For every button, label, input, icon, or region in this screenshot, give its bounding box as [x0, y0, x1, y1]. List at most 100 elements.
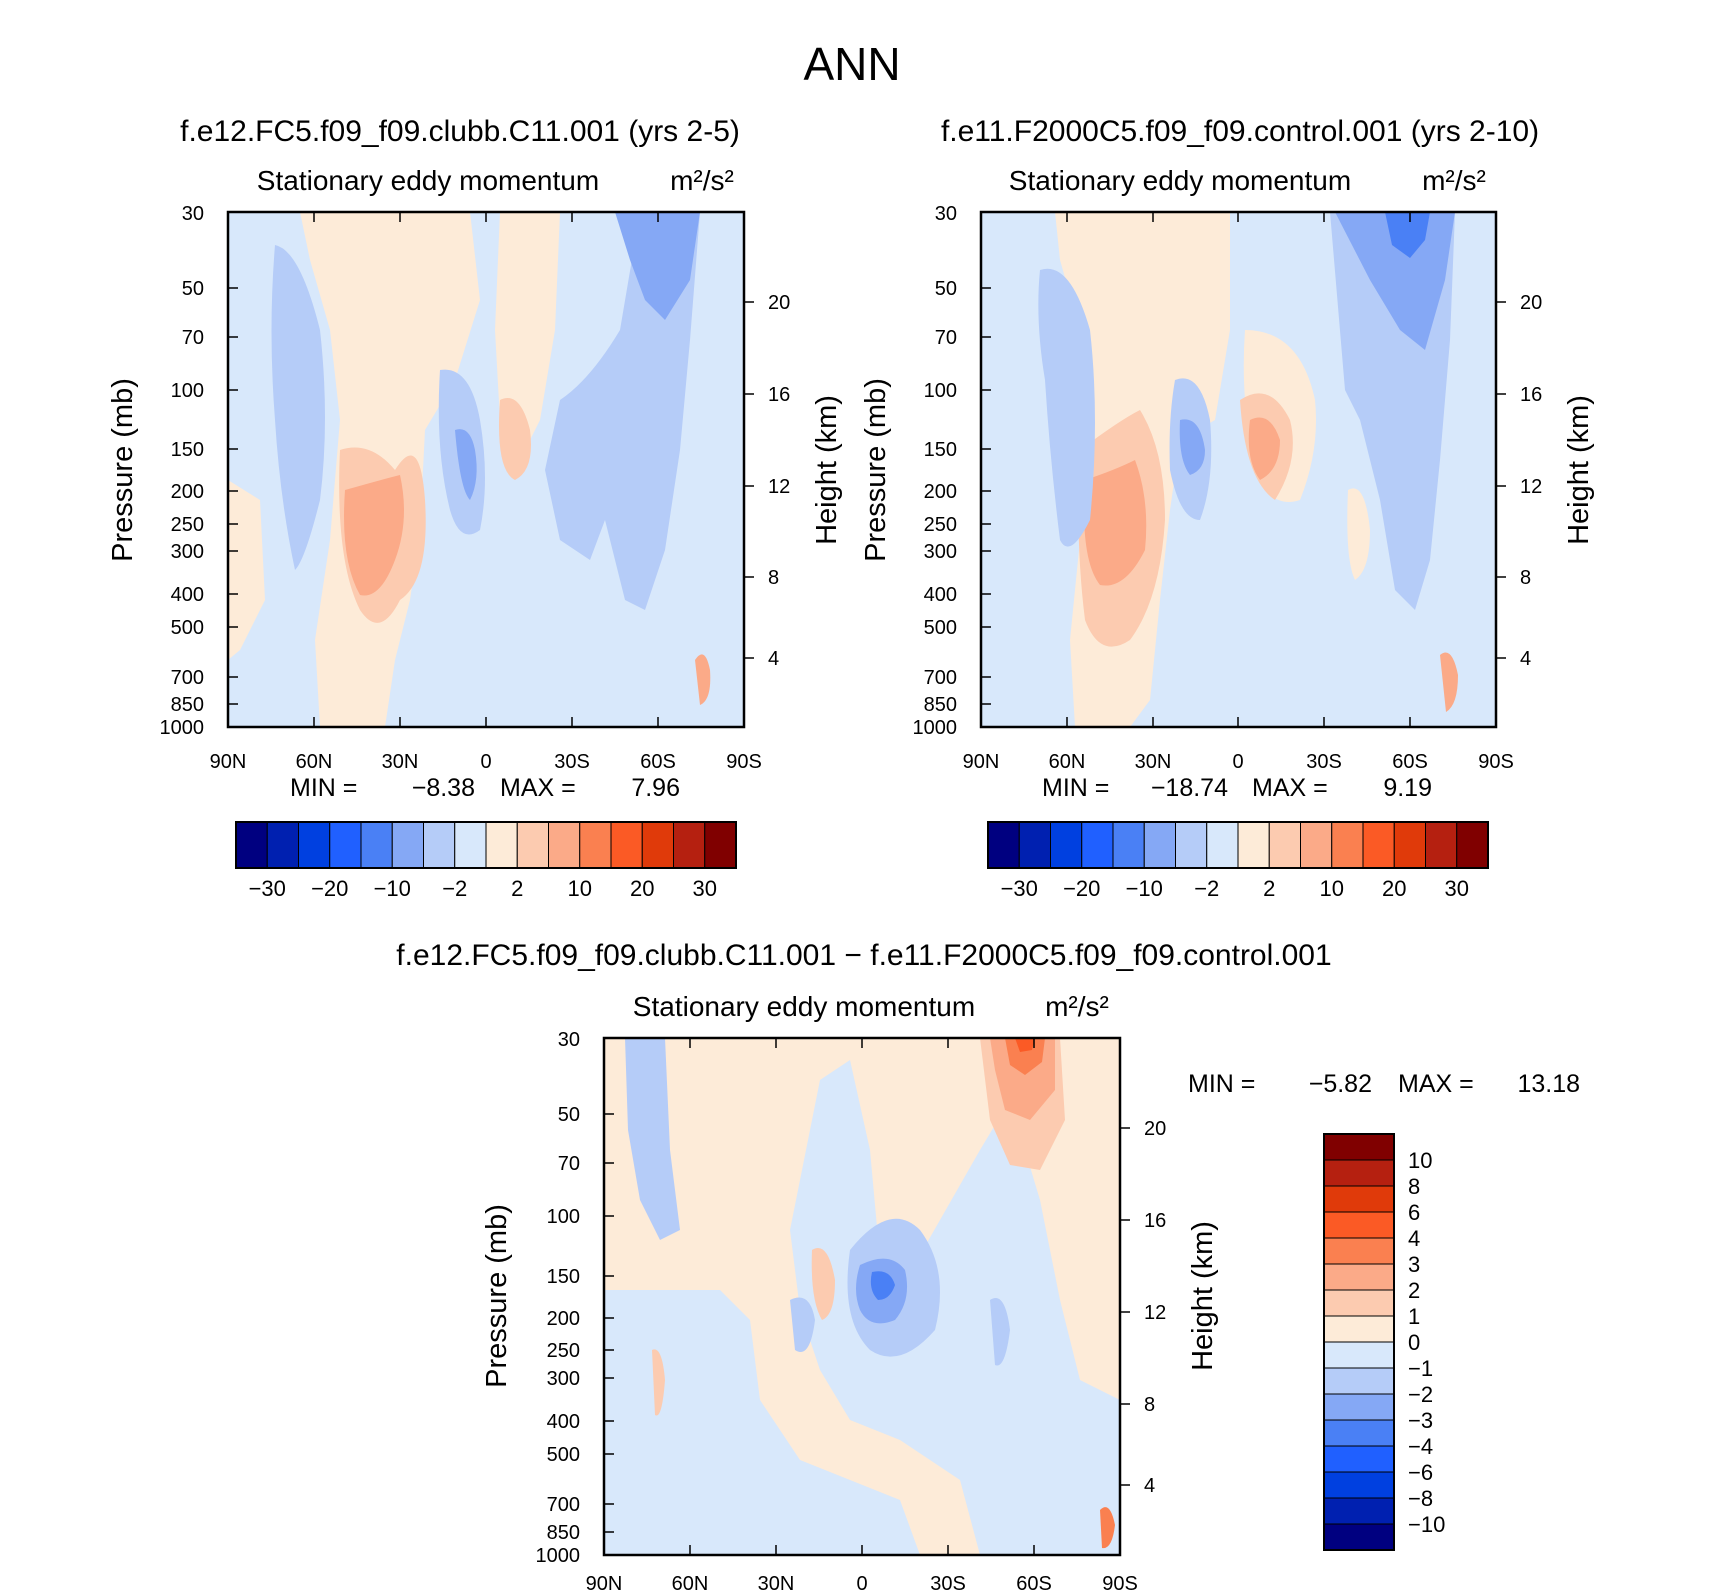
- panel-1-negative-north: [271, 245, 325, 570]
- panel-3: f.e12.FC5.f09_f09.clubb.C11.001 − f.e11.…: [396, 939, 1580, 1591]
- panel-2-max-label: MAX =: [1252, 774, 1328, 802]
- p3-ytick-250: 250: [547, 1340, 580, 1362]
- panel-3-positive-nh: [811, 1248, 835, 1320]
- panel-1-y2-tick-labels: 20 16 12 8 4: [768, 292, 790, 670]
- panel-3-units: m²/s²: [1045, 991, 1109, 1022]
- colorbar-frame: [987, 821, 1489, 869]
- panel-3-min-value: −5.82: [1309, 1070, 1372, 1098]
- colorbar-swatch: [235, 821, 268, 869]
- panel-3-negative-core-inner: [870, 1271, 895, 1300]
- colorbar-swatch: [1323, 1367, 1395, 1395]
- panel-3-negative-tropics: [790, 1060, 1120, 1555]
- p1-ytick-700: 700: [171, 667, 204, 689]
- colorbar-swatch: [1323, 1289, 1395, 1317]
- p3-y2tick-4: 4: [1144, 1475, 1155, 1497]
- colorbar-label: 6: [1408, 1200, 1420, 1225]
- colorbar-swatch: [987, 821, 1020, 869]
- colorbar-swatch: [548, 821, 581, 869]
- colorbar-label: −20: [311, 876, 348, 901]
- p3-ytick-700: 700: [547, 1494, 580, 1516]
- colorbar-label: −4: [1408, 1434, 1433, 1459]
- panel-2-y2-tick-labels: 20 16 12 8 4: [1520, 292, 1542, 670]
- p2-ytick-100: 100: [924, 380, 957, 402]
- colorbar-label: 10: [568, 876, 592, 901]
- colorbar-label: 30: [1445, 876, 1469, 901]
- panel-2-negative-north: [1038, 268, 1095, 547]
- colorbar-swatch: [391, 821, 424, 869]
- p1-xtick-0: 0: [480, 751, 491, 773]
- colorbar-swatch: [1175, 821, 1208, 869]
- colorbar-swatch: [1323, 1471, 1395, 1499]
- colorbar-label: 2: [511, 876, 523, 901]
- p2-ytick-850: 850: [924, 694, 957, 716]
- colorbar-label: −1: [1408, 1356, 1433, 1381]
- panel-1-negative-upper-max: [615, 212, 700, 320]
- colorbar-swatch: [579, 821, 612, 869]
- p1-ytick-100: 100: [171, 380, 204, 402]
- panel-2-negative-core: [1179, 419, 1205, 475]
- panel-3-ticks: [603, 1038, 1130, 1555]
- colorbar-frame: [235, 821, 737, 869]
- colorbar-swatch: [1323, 1393, 1395, 1421]
- p3-y2tick-20: 20: [1144, 1118, 1166, 1140]
- p1-ytick-50: 50: [182, 278, 204, 300]
- panel-2-min-value: −18.74: [1151, 774, 1228, 802]
- p1-ytick-200: 200: [171, 481, 204, 503]
- panel-2-min-label: MIN =: [1042, 774, 1109, 802]
- p2-xtick-90n: 90N: [963, 751, 1000, 773]
- p1-ytick-250: 250: [171, 514, 204, 536]
- colorbar-label: 3: [1408, 1252, 1420, 1277]
- p1-y2tick-8: 8: [768, 567, 779, 589]
- colorbar-label: 20: [1382, 876, 1406, 901]
- p2-xtick-60s: 60S: [1392, 751, 1428, 773]
- panel-3-plot-title: Stationary eddy momentum: [633, 991, 975, 1022]
- p2-ytick-150: 150: [924, 439, 957, 461]
- colorbar-label: −30: [249, 876, 286, 901]
- p3-xtick-30n: 30N: [758, 1573, 795, 1591]
- colorbar-label: −8: [1408, 1486, 1433, 1511]
- colorbar-swatch: [673, 821, 706, 869]
- p2-ytick-700: 700: [924, 667, 957, 689]
- panel-2-negative-upper-core: [1385, 212, 1430, 258]
- colorbar-swatch: [1323, 1237, 1395, 1265]
- colorbar-swatch: [1050, 821, 1083, 869]
- p2-ytick-400: 400: [924, 584, 957, 606]
- p1-ytick-300: 300: [171, 541, 204, 563]
- panel-2-ticks: [980, 212, 1506, 727]
- colorbar-swatch: [1081, 821, 1114, 869]
- colorbar-swatch: [610, 821, 643, 869]
- p1-xtick-30s: 30S: [554, 751, 590, 773]
- colorbar-label: 10: [1320, 876, 1344, 901]
- colorbar-label: −30: [1001, 876, 1038, 901]
- p3-xtick-0: 0: [856, 1573, 867, 1591]
- p1-xtick-60s: 60S: [640, 751, 676, 773]
- colorbar-label: 2: [1408, 1278, 1420, 1303]
- colorbar-swatch: [1112, 821, 1145, 869]
- panel-3-negative-midlat: [604, 1290, 920, 1555]
- panel-2-left-axis-label: Pressure (mb): [860, 378, 892, 562]
- p2-ytick-50: 50: [935, 278, 957, 300]
- colorbar-swatch: [1206, 821, 1239, 869]
- p2-ytick-300: 300: [924, 541, 957, 563]
- panel-1-units: m²/s²: [670, 165, 734, 196]
- p3-xtick-90s: 90S: [1102, 1573, 1138, 1591]
- colorbar-label: −10: [1126, 876, 1163, 901]
- p1-y2tick-4: 4: [768, 648, 779, 670]
- colorbar-swatch: [1323, 1159, 1395, 1187]
- p2-y2tick-12: 12: [1520, 476, 1542, 498]
- p2-xtick-30n: 30N: [1135, 751, 1172, 773]
- colorbar-label: −10: [1408, 1512, 1445, 1537]
- colorbar-swatch: [1323, 1523, 1395, 1551]
- colorbar-label: 30: [693, 876, 717, 901]
- p3-y2tick-12: 12: [1144, 1302, 1166, 1324]
- colorbar-swatch: [1237, 821, 1270, 869]
- panel-2-field: [981, 212, 1496, 727]
- panel-2-colorbar: −30 −20 −10 −2 2 10 20 30: [987, 821, 1489, 901]
- colorbar-label: −10: [374, 876, 411, 901]
- p1-ytick-500: 500: [171, 617, 204, 639]
- p2-y2tick-20: 20: [1520, 292, 1542, 314]
- panel-1-plot-title: Stationary eddy momentum: [257, 165, 599, 196]
- panel-2-plot-title: Stationary eddy momentum: [1009, 165, 1351, 196]
- p1-xtick-30n: 30N: [382, 751, 419, 773]
